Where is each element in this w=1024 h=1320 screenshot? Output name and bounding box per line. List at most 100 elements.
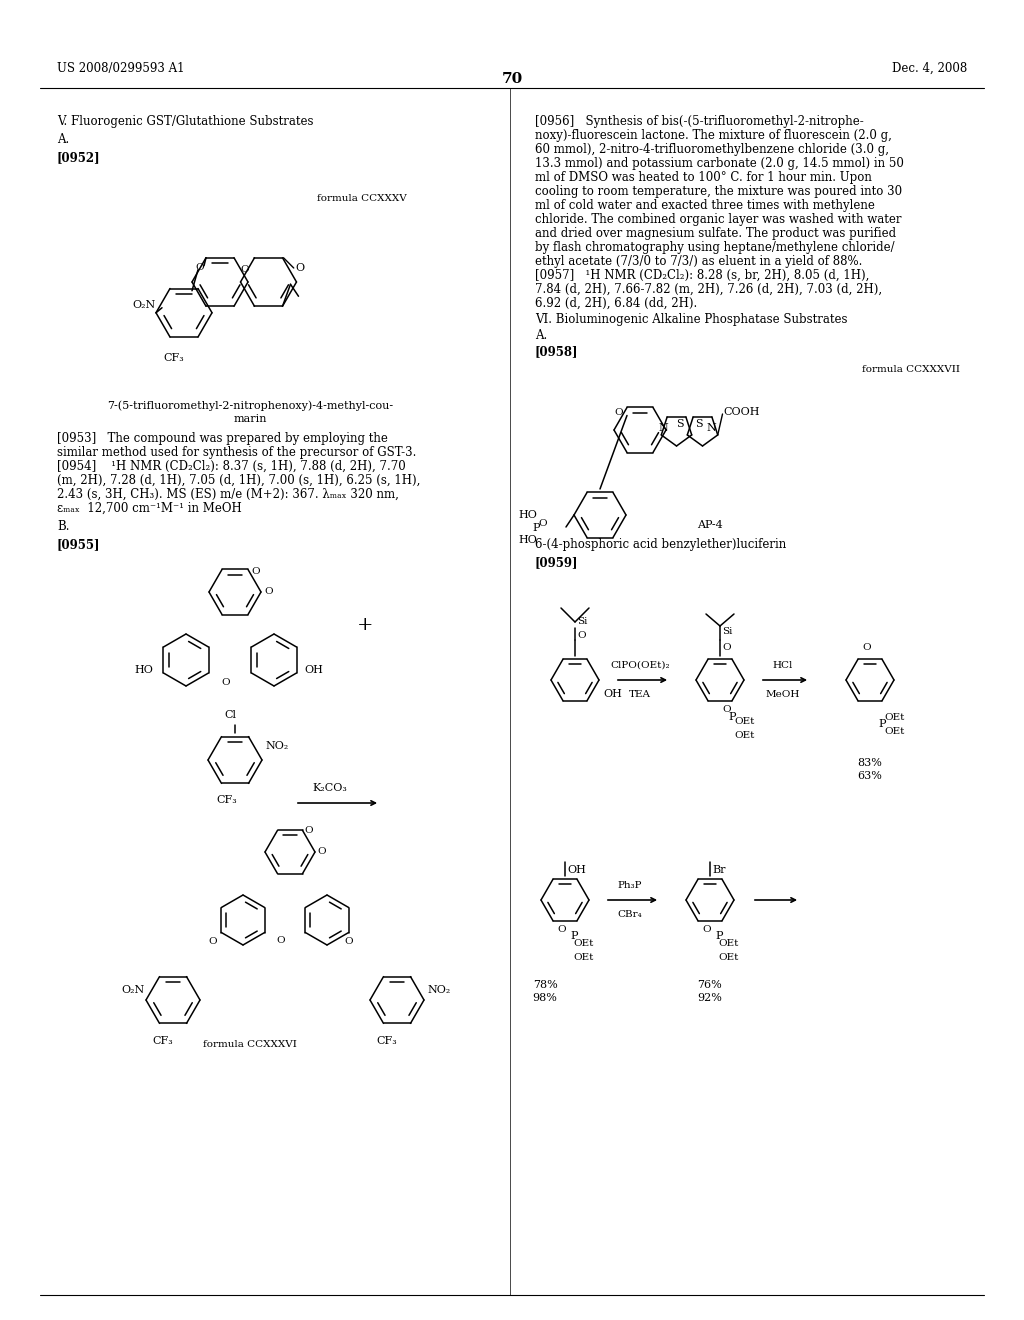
Text: HO: HO (518, 535, 537, 545)
Text: 6-(4-phosphoric acid benzylether)luciferin: 6-(4-phosphoric acid benzylether)lucifer… (535, 539, 786, 550)
Text: OEt: OEt (718, 940, 738, 949)
Text: A.: A. (57, 133, 70, 147)
Text: (m, 2H), 7.28 (d, 1H), 7.05 (d, 1H), 7.00 (s, 1H), 6.25 (s, 1H),: (m, 2H), 7.28 (d, 1H), 7.05 (d, 1H), 7.0… (57, 474, 421, 487)
Text: [0954]    ¹H NMR (CD₂Cl₂): 8.37 (s, 1H), 7.88 (d, 2H), 7.70: [0954] ¹H NMR (CD₂Cl₂): 8.37 (s, 1H), 7.… (57, 459, 406, 473)
Text: A.: A. (535, 329, 547, 342)
Text: P: P (878, 719, 886, 729)
Text: [0952]: [0952] (57, 150, 100, 164)
Text: HO: HO (518, 510, 537, 520)
Text: MeOH: MeOH (766, 690, 800, 700)
Text: 6.92 (d, 2H), 6.84 (dd, 2H).: 6.92 (d, 2H), 6.84 (dd, 2H). (535, 297, 697, 310)
Text: marin: marin (233, 414, 266, 424)
Text: CF₃: CF₃ (164, 352, 184, 363)
Text: 70: 70 (502, 73, 522, 86)
Text: CBr₄: CBr₄ (617, 909, 642, 919)
Text: formula CCXXXV: formula CCXXXV (317, 194, 407, 203)
Text: OEt: OEt (734, 718, 755, 726)
Text: CF₃: CF₃ (217, 795, 238, 805)
Text: 63%: 63% (857, 771, 883, 781)
Text: O: O (209, 937, 217, 946)
Text: N: N (658, 422, 669, 433)
Text: 60 mmol), 2-nitro-4-trifluoromethylbenzene chloride (3.0 g,: 60 mmol), 2-nitro-4-trifluoromethylbenze… (535, 143, 889, 156)
Text: K₂CO₃: K₂CO₃ (312, 783, 347, 793)
Text: Si: Si (722, 627, 732, 636)
Text: TEA: TEA (629, 690, 651, 700)
Text: O₂N: O₂N (121, 985, 144, 995)
Text: [0959]: [0959] (535, 556, 579, 569)
Text: HCl: HCl (773, 661, 794, 671)
Text: AP-4: AP-4 (697, 520, 723, 531)
Text: Ph₃P: Ph₃P (617, 880, 642, 890)
Text: O: O (722, 644, 731, 652)
Text: OEt: OEt (573, 953, 593, 962)
Text: Si: Si (577, 618, 588, 627)
Text: [0957]   ¹H NMR (CD₂Cl₂): 8.28 (s, br, 2H), 8.05 (d, 1H),: [0957] ¹H NMR (CD₂Cl₂): 8.28 (s, br, 2H)… (535, 269, 869, 282)
Text: OH: OH (603, 689, 622, 700)
Text: O: O (558, 925, 566, 935)
Text: P: P (728, 711, 735, 722)
Text: 83%: 83% (857, 758, 883, 768)
Text: O: O (722, 705, 731, 714)
Text: P: P (570, 931, 578, 941)
Text: CF₃: CF₃ (153, 1036, 173, 1045)
Text: 7-(5-trifluoromethyl-2-nitrophenoxy)-4-methyl-cou-: 7-(5-trifluoromethyl-2-nitrophenoxy)-4-m… (106, 400, 393, 411)
Text: O: O (221, 678, 230, 686)
Text: OH: OH (304, 665, 323, 675)
Text: P: P (715, 931, 723, 941)
Text: [0953]   The compound was prepared by employing the: [0953] The compound was prepared by empl… (57, 432, 388, 445)
Text: Br: Br (712, 865, 725, 875)
Text: O: O (296, 263, 305, 273)
Text: by flash chromatography using heptane/methylene chloride/: by flash chromatography using heptane/me… (535, 242, 895, 253)
Text: ml of DMSO was heated to 100° C. for 1 hour min. Upon: ml of DMSO was heated to 100° C. for 1 h… (535, 172, 871, 183)
Text: O: O (614, 408, 623, 417)
Text: formula CCXXXVI: formula CCXXXVI (203, 1040, 297, 1049)
Text: O: O (539, 519, 547, 528)
Text: ethyl acetate (7/3/0 to 7/3/) as eluent in a yield of 88%.: ethyl acetate (7/3/0 to 7/3/) as eluent … (535, 255, 862, 268)
Text: +: + (356, 616, 374, 634)
Text: 2.43 (s, 3H, CH₃). MS (ES) m/e (M+2): 367. λₘₐₓ 320 nm,: 2.43 (s, 3H, CH₃). MS (ES) m/e (M+2): 36… (57, 488, 399, 502)
Text: 78%: 78% (532, 979, 557, 990)
Text: chloride. The combined organic layer was washed with water: chloride. The combined organic layer was… (535, 213, 901, 226)
Text: and dried over magnesium sulfate. The product was purified: and dried over magnesium sulfate. The pr… (535, 227, 896, 240)
Text: Cl: Cl (224, 710, 236, 719)
Text: CF₃: CF₃ (377, 1036, 397, 1045)
Text: similar method used for synthesis of the precursor of GST-3.: similar method used for synthesis of the… (57, 446, 417, 459)
Text: 98%: 98% (532, 993, 557, 1003)
Text: V. Fluorogenic GST/Glutathione Substrates: V. Fluorogenic GST/Glutathione Substrate… (57, 115, 313, 128)
Text: O: O (264, 587, 272, 597)
Text: NO₂: NO₂ (265, 741, 288, 751)
Text: OEt: OEt (734, 730, 755, 739)
Text: 13.3 mmol) and potassium carbonate (2.0 g, 14.5 mmol) in 50: 13.3 mmol) and potassium carbonate (2.0 … (535, 157, 904, 170)
Text: 76%: 76% (697, 979, 722, 990)
Text: ClPO(OEt)₂: ClPO(OEt)₂ (610, 661, 670, 671)
Text: O: O (276, 936, 286, 945)
Text: OEt: OEt (884, 714, 904, 722)
Text: S: S (676, 418, 684, 429)
Text: NO₂: NO₂ (427, 985, 451, 995)
Text: [0955]: [0955] (57, 539, 100, 550)
Text: 92%: 92% (697, 993, 723, 1003)
Text: formula CCXXXVII: formula CCXXXVII (862, 366, 961, 374)
Text: O: O (345, 937, 353, 946)
Text: O: O (577, 631, 586, 640)
Text: N: N (706, 422, 716, 433)
Text: O: O (196, 263, 205, 272)
Text: Dec. 4, 2008: Dec. 4, 2008 (892, 62, 967, 75)
Text: COOH: COOH (724, 407, 760, 417)
Text: O: O (240, 265, 249, 275)
Text: OEt: OEt (884, 727, 904, 737)
Text: cooling to room temperature, the mixture was poured into 30: cooling to room temperature, the mixture… (535, 185, 902, 198)
Text: εₘₐₓ  12,700 cm⁻¹M⁻¹ in MeOH: εₘₐₓ 12,700 cm⁻¹M⁻¹ in MeOH (57, 502, 242, 515)
Text: 7.84 (d, 2H), 7.66-7.82 (m, 2H), 7.26 (d, 2H), 7.03 (d, 2H),: 7.84 (d, 2H), 7.66-7.82 (m, 2H), 7.26 (d… (535, 282, 882, 296)
Text: [0958]: [0958] (535, 345, 579, 358)
Text: OH: OH (567, 865, 586, 875)
Text: S: S (695, 418, 702, 429)
Text: noxy)-fluorescein lactone. The mixture of fluorescein (2.0 g,: noxy)-fluorescein lactone. The mixture o… (535, 129, 892, 143)
Text: OEt: OEt (573, 940, 593, 949)
Text: OEt: OEt (718, 953, 738, 962)
Text: O₂N: O₂N (132, 300, 156, 310)
Text: O: O (702, 925, 712, 935)
Text: P: P (532, 523, 540, 533)
Text: O: O (862, 644, 871, 652)
Text: O: O (251, 568, 260, 576)
